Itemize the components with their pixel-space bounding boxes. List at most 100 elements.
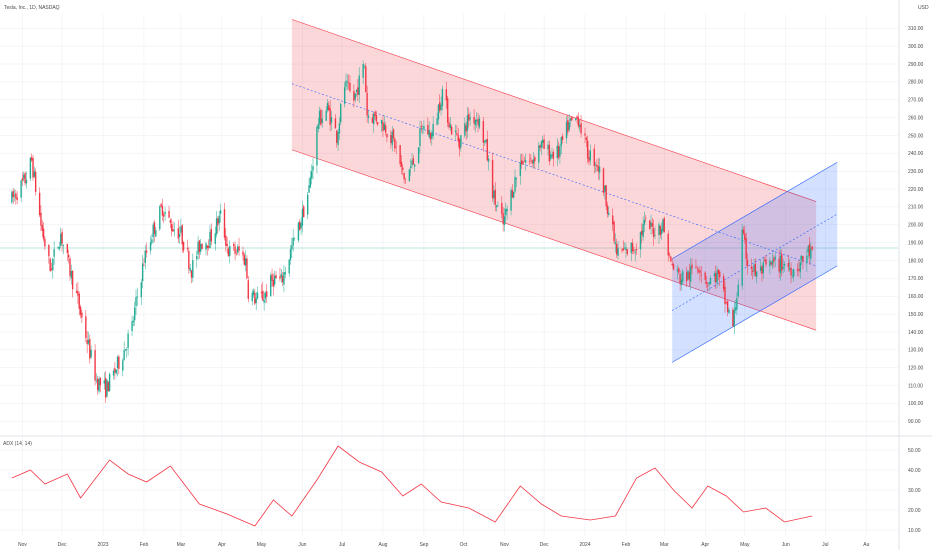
candle-body [746,259,749,266]
adx-panel [11,445,813,527]
y-tick-label: 230.00 [908,169,924,175]
candle-body [763,260,766,261]
candle-body [626,249,628,254]
candle-body [523,161,525,162]
candle-body [375,114,378,122]
candle-body [728,309,730,314]
candle-body [205,243,207,250]
candle-body [806,255,808,264]
candle-body [515,177,518,180]
candle-body [345,80,347,87]
candle-body [328,105,330,111]
candle-body [308,185,310,193]
candle-body [34,171,37,192]
candle-body [106,379,108,397]
candle-body [420,126,422,128]
candle-body [606,205,609,214]
ascending-channel-fill [672,162,838,363]
candle-body [742,229,745,234]
candle-body [431,133,433,139]
candle-body [384,125,387,133]
candle-body [722,276,725,290]
candle-body [66,243,69,253]
candle-body [548,144,551,162]
candle-body [639,232,642,250]
descending-channel-bottom-line [291,149,817,331]
candle-body [579,125,581,128]
candle-body [483,140,486,143]
candle-body [593,148,595,167]
candle-body [531,160,533,164]
candle-body [371,117,374,123]
candle-body [726,300,729,312]
candle-body [238,246,240,251]
candle-body [318,110,321,125]
candle-body [530,158,532,160]
candle-body [539,145,541,148]
candle-body [633,249,635,251]
candle-body [575,118,577,120]
candle-body [243,254,246,265]
adx-y-tick-label: 20.00 [908,508,921,514]
candle-body [450,126,453,135]
candle-body [131,321,133,332]
candle-body [353,91,355,101]
candle-body [765,259,767,265]
candle-body [741,229,743,286]
candle-body [219,210,222,214]
candle-body [456,132,458,135]
candle-body [649,220,651,230]
candle-body [151,239,153,243]
candle-body [69,258,71,276]
y-tick-label: 200.00 [908,223,924,229]
candle-body [667,233,669,256]
adx-y-tick-label: 50.00 [908,448,921,454]
candle-body [506,208,508,212]
candle-body [42,228,45,240]
candle-body [366,92,368,116]
candle-body [123,350,125,361]
candle-body [519,162,522,177]
candle-body [737,284,739,297]
candle-body [713,273,716,277]
candle-body [659,225,661,235]
candle-body [542,139,544,144]
candle-body [469,117,471,120]
candle-body [466,115,469,131]
candle-body [617,247,619,256]
candle-body [383,123,385,131]
candle-body [376,122,379,125]
candle-body [625,247,627,250]
y-tick-label: 220.00 [908,187,924,193]
candle-body [753,264,755,272]
candle-body [329,108,331,125]
candle-body [337,132,339,145]
candle-body [270,275,272,297]
candle-body [159,206,161,230]
candle-body [309,177,312,188]
candle-body [303,206,305,218]
candle-body [808,244,811,257]
candle-body [658,224,660,236]
candle-body [306,194,309,215]
candle-body [71,271,74,290]
candle-body [374,111,376,117]
candle-body [58,247,61,249]
candle-body [802,256,804,262]
candle-body [543,139,545,149]
candle-body [623,248,626,250]
x-tick-label: Jul [822,542,828,548]
symbol-title: Tesla, Inc., 1D, NASDAQ [4,5,60,11]
candle-body [316,126,318,166]
candle-body [161,206,164,216]
candle-body [774,256,776,260]
candle-body [48,245,50,257]
candle-body [197,242,199,255]
candle-body [631,243,634,252]
candle-body [181,225,183,245]
candle-body [602,168,605,193]
candle-body [284,272,286,275]
axes: 310.00 300.00 290.00 280.00 270.00 260.00 250.… [18,26,924,548]
candle-body [437,104,440,120]
